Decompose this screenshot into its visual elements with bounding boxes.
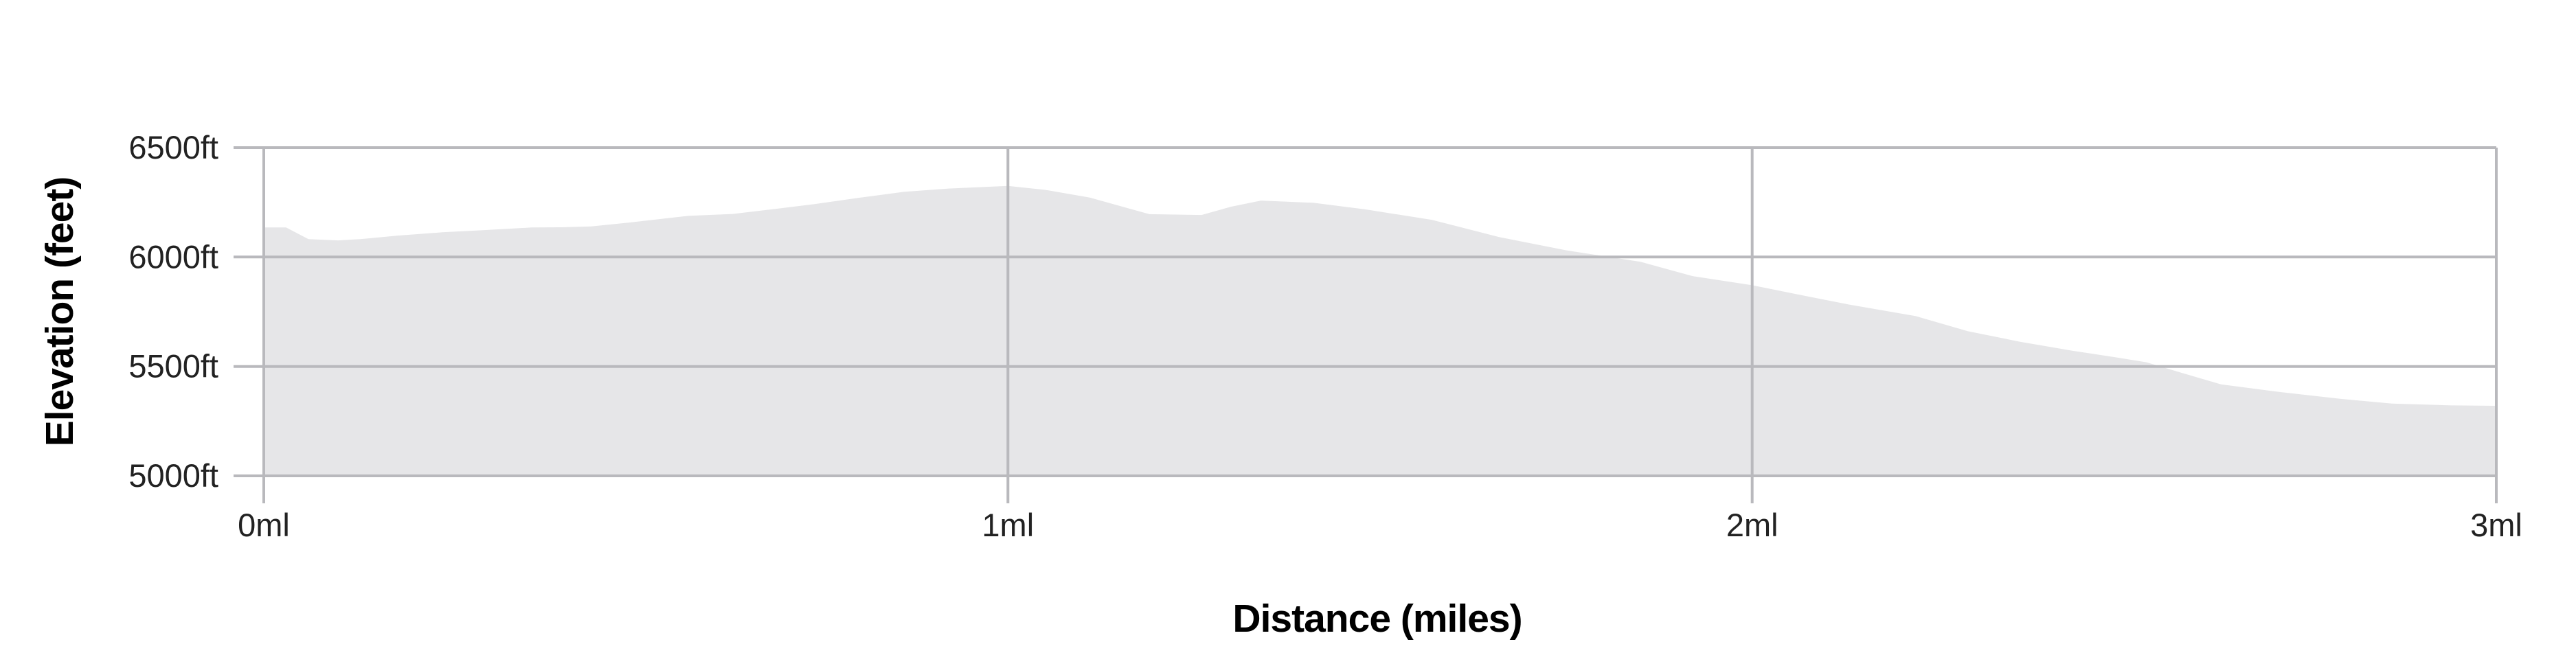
x-tick-label-2ml: 2ml (1726, 507, 1778, 543)
y-tick-label-5500ft: 5500ft (128, 348, 218, 385)
x-axis-title: Distance (miles) (1232, 597, 1522, 641)
x-tick-label-3ml: 3ml (2470, 507, 2522, 543)
y-axis-title: Elevation (feet) (38, 176, 82, 447)
y-tick-labels: 6500ft 6000ft 5500ft 5000ft (128, 129, 218, 494)
x-tick-labels: 0ml 1ml 2ml 3ml (238, 507, 2522, 543)
gridlines (234, 146, 2498, 503)
x-tick-label-0ml: 0ml (238, 507, 290, 543)
elevation-area (264, 185, 2496, 476)
y-tick-label-5000ft: 5000ft (128, 457, 218, 494)
y-tick-label-6500ft: 6500ft (128, 129, 218, 165)
x-tick-label-1ml: 1ml (982, 507, 1034, 543)
y-tick-label-6000ft: 6000ft (128, 238, 218, 275)
